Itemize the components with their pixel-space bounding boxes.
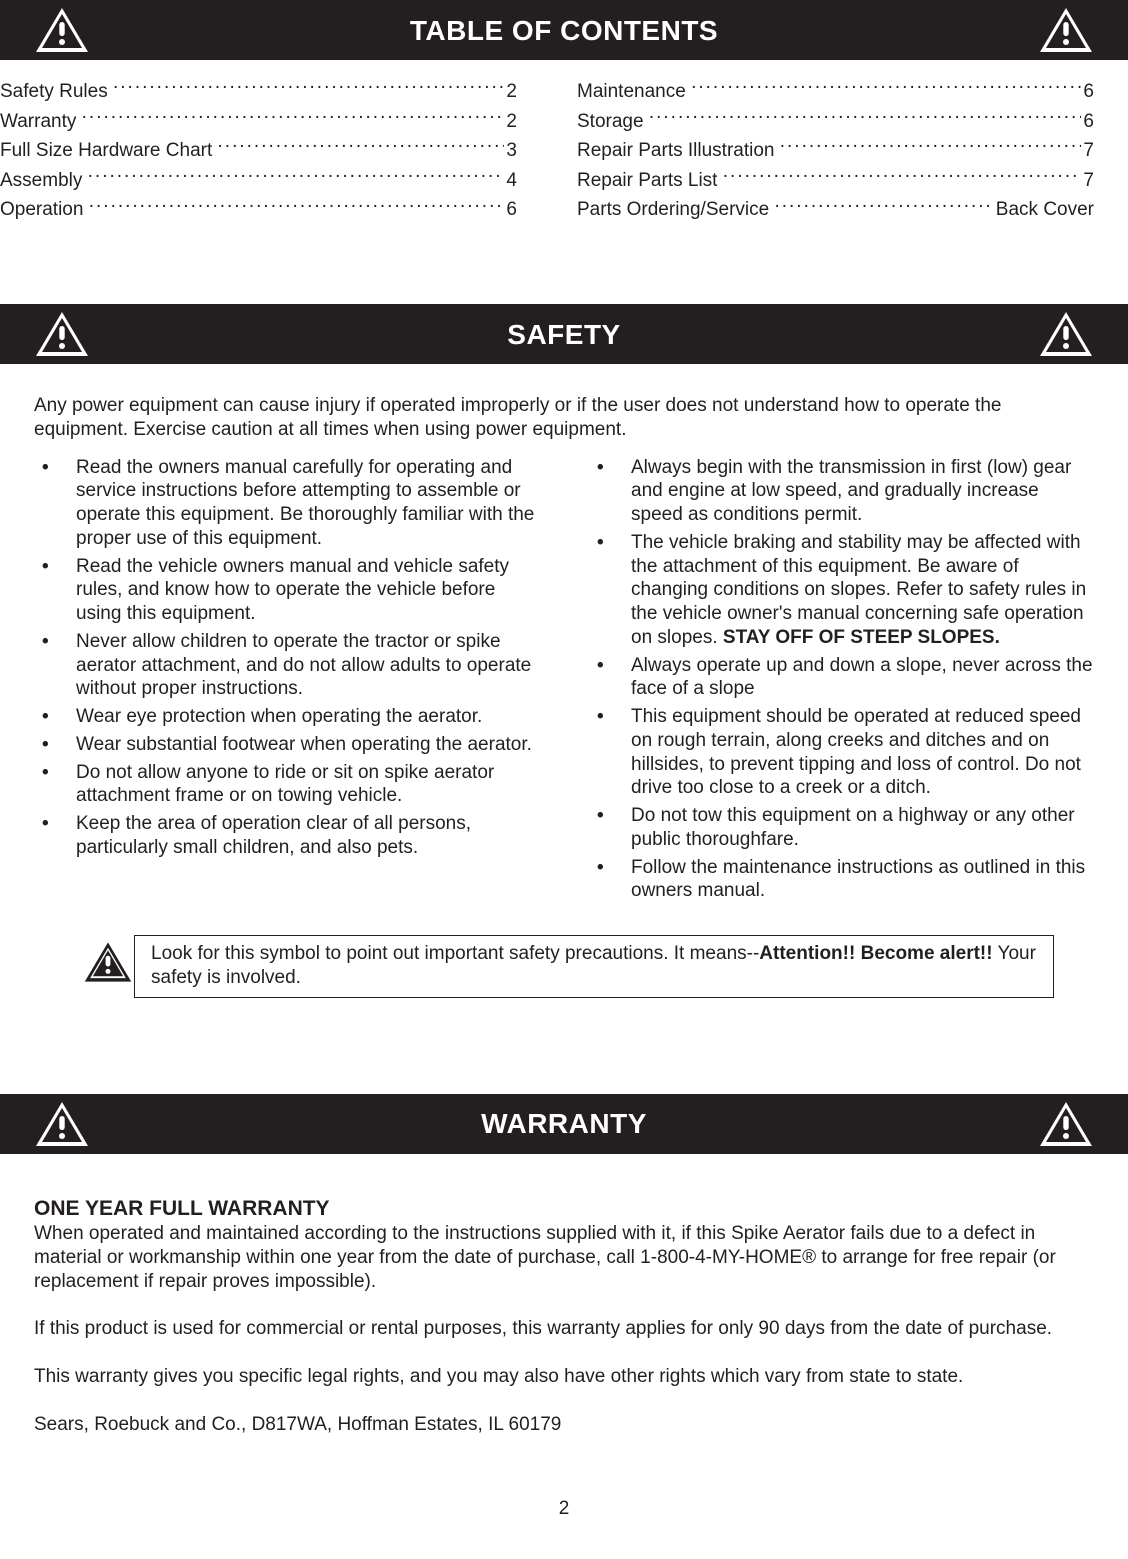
safety-bullet: Wear substantial footwear when operating…	[34, 733, 539, 757]
safety-bullet: Wear eye protection when operating the a…	[34, 705, 539, 729]
toc-page: 6	[504, 198, 517, 222]
safety-right-column: Always begin with the transmission in fi…	[589, 456, 1094, 908]
warranty-title: WARRANTY	[90, 1106, 1038, 1141]
toc-row: Full Size Hardware Chart 3	[0, 135, 517, 163]
toc-row: Warranty 2	[0, 106, 517, 134]
safety-bullet: This equipment should be operated at red…	[589, 705, 1094, 800]
toc-leader	[82, 106, 505, 127]
toc-row: Repair Parts List 7	[577, 165, 1094, 193]
page-number: 2	[0, 1497, 1128, 1521]
safety-bullet: The vehicle braking and stability may be…	[589, 531, 1094, 650]
toc-leader	[649, 106, 1082, 127]
toc-page: 2	[504, 80, 517, 104]
toc-leader	[774, 195, 993, 216]
toc-label: Repair Parts Illustration	[577, 139, 780, 163]
toc-page: 7	[1081, 169, 1094, 193]
toc-label: Warranty	[0, 110, 82, 134]
toc-columns: Safety Rules 2Warranty 2Full Size Hardwa…	[0, 60, 1128, 304]
toc-label: Repair Parts List	[577, 169, 723, 193]
safety-columns: Read the owners manual carefully for ope…	[34, 456, 1094, 908]
safety-bullet: Always operate up and down a slope, neve…	[589, 654, 1094, 702]
safety-alert-text: Look for this symbol to point out import…	[151, 942, 1039, 990]
safety-bullet: Never allow children to operate the trac…	[34, 630, 539, 701]
toc-title: TABLE OF CONTENTS	[90, 13, 1038, 48]
toc-label: Maintenance	[577, 80, 691, 104]
toc-left-column: Safety Rules 2Warranty 2Full Size Hardwa…	[0, 74, 517, 224]
safety-bullet: Follow the maintenance instructions as o…	[589, 856, 1094, 904]
safety-bullet: Keep the area of operation clear of all …	[34, 812, 539, 860]
toc-label: Assembly	[0, 169, 88, 193]
toc-label: Full Size Hardware Chart	[0, 139, 218, 163]
toc-page: 3	[504, 139, 517, 163]
toc-page: 6	[1081, 80, 1094, 104]
warranty-p1: When operated and maintained according t…	[34, 1222, 1094, 1293]
warranty-p2: If this product is used for commercial o…	[34, 1317, 1094, 1341]
toc-right-column: Maintenance 6Storage 6Repair Parts Illus…	[577, 74, 1094, 224]
toc-row: Safety Rules 2	[0, 76, 517, 104]
toc-leader	[113, 76, 504, 97]
toc-row: Maintenance 6	[577, 76, 1094, 104]
alert-bold: Attention!! Become alert!!	[759, 943, 992, 964]
toc-leader	[780, 135, 1082, 156]
document-page: TABLE OF CONTENTS Safety Rules 2Warranty…	[0, 0, 1128, 1520]
toc-label: Operation	[0, 198, 89, 222]
warning-icon	[1038, 6, 1094, 54]
toc-label: Storage	[577, 110, 649, 134]
safety-header-bar: SAFETY	[0, 304, 1128, 364]
toc-header-bar: TABLE OF CONTENTS	[0, 0, 1128, 60]
safety-alert-box: Look for this symbol to point out import…	[134, 935, 1054, 998]
alert-pre: Look for this symbol to point out import…	[151, 943, 759, 964]
toc-row: Storage 6	[577, 106, 1094, 134]
toc-row: Assembly 4	[0, 165, 517, 193]
safety-left-column: Read the owners manual carefully for ope…	[34, 456, 539, 908]
toc-page: 6	[1081, 110, 1094, 134]
toc-leader	[691, 76, 1081, 97]
safety-bullet: Read the owners manual carefully for ope…	[34, 456, 539, 551]
warranty-p4: Sears, Roebuck and Co., D817WA, Hoffman …	[34, 1413, 1094, 1437]
toc-page: 4	[504, 169, 517, 193]
toc-leader	[89, 195, 505, 216]
warning-icon	[34, 1100, 90, 1148]
safety-bullet: Always begin with the transmission in fi…	[589, 456, 1094, 527]
toc-leader	[723, 165, 1082, 186]
safety-intro-text: Any power equipment can cause injury if …	[34, 394, 1094, 442]
toc-leader	[218, 135, 505, 156]
safety-bullet: Do not allow anyone to ride or sit on sp…	[34, 761, 539, 809]
warning-icon	[83, 940, 133, 991]
safety-bullet: Read the vehicle owners manual and vehic…	[34, 555, 539, 626]
toc-page: Back Cover	[994, 198, 1094, 222]
warning-icon	[34, 6, 90, 54]
warranty-heading: ONE YEAR FULL WARRANTY	[34, 1196, 1094, 1222]
warning-icon	[1038, 310, 1094, 358]
safety-title: SAFETY	[90, 317, 1038, 352]
toc-page: 7	[1081, 139, 1094, 163]
toc-label: Safety Rules	[0, 80, 113, 104]
toc-label: Parts Ordering/Service	[577, 198, 774, 222]
safety-right-list: Always begin with the transmission in fi…	[589, 456, 1094, 904]
warranty-body: ONE YEAR FULL WARRANTY When operated and…	[0, 1154, 1128, 1437]
warranty-header-bar: WARRANTY	[0, 1094, 1128, 1154]
warning-icon	[1038, 1100, 1094, 1148]
safety-bullet: Do not tow this equipment on a highway o…	[589, 804, 1094, 852]
toc-page: 2	[504, 110, 517, 134]
toc-leader	[88, 165, 505, 186]
toc-row: Parts Ordering/Service Back Cover	[577, 195, 1094, 223]
warranty-p3: This warranty gives you specific legal r…	[34, 1365, 1094, 1389]
safety-body: Any power equipment can cause injury if …	[0, 364, 1128, 998]
spacer	[0, 998, 1128, 1094]
toc-row: Operation 6	[0, 195, 517, 223]
safety-left-list: Read the owners manual carefully for ope…	[34, 456, 539, 860]
warning-icon	[34, 310, 90, 358]
toc-row: Repair Parts Illustration 7	[577, 135, 1094, 163]
